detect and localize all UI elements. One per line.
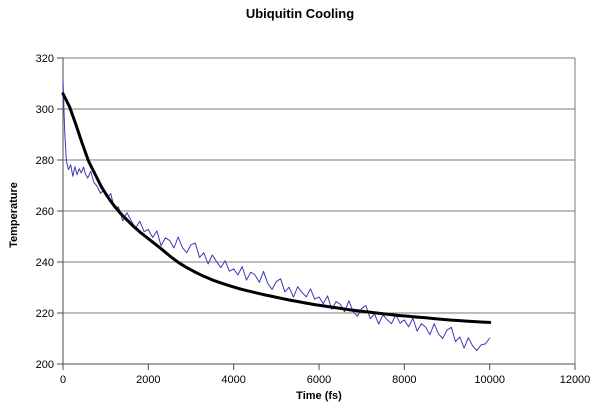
chart-title: Ubiquitin Cooling <box>245 6 355 21</box>
series-cooling-fit <box>61 92 492 324</box>
y-tick-label: 300 <box>36 104 54 116</box>
y-axis-title-text: Temperature <box>8 182 20 248</box>
y-tick-label: 260 <box>36 206 54 218</box>
x-tick-label: 2000 <box>136 374 160 386</box>
x-tick-label: 8000 <box>392 374 416 386</box>
series-simulation-temperature <box>62 79 491 351</box>
x-axis-title: Time (fs) <box>296 390 342 402</box>
y-tick-label: 240 <box>36 257 54 269</box>
y-tick-label: 280 <box>36 155 54 167</box>
y-tick-label: 220 <box>36 308 54 320</box>
x-tick-label: 4000 <box>221 374 245 386</box>
x-tick-label: 0 <box>60 374 66 386</box>
y-tick-label: 200 <box>36 359 54 371</box>
y-tick-label: 320 <box>36 53 54 65</box>
x-tick-label: 6000 <box>307 374 331 386</box>
x-tick-label: 10000 <box>474 374 505 386</box>
x-tick-label: 12000 <box>560 374 591 386</box>
